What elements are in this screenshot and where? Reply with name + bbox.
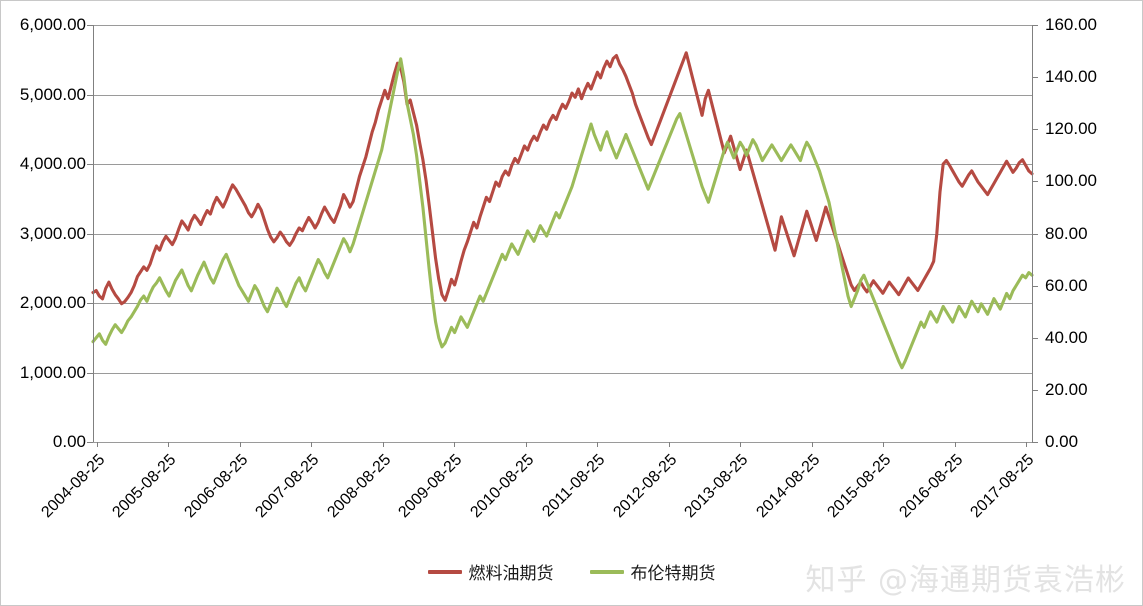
x-axis-tick	[525, 442, 527, 447]
right-axis-tick-label: 100.00	[1045, 171, 1097, 191]
right-axis-tick	[1032, 233, 1038, 235]
left-axis-tick-label: 3,000.00	[19, 223, 86, 243]
left-axis-tick	[87, 303, 93, 304]
right-axis-tick-label: 40.00	[1045, 327, 1088, 347]
right-axis-tick-label: 60.00	[1045, 275, 1088, 295]
gridline	[93, 372, 1032, 374]
right-axis-tick-label: 140.00	[1045, 67, 1097, 87]
x-axis-tick	[454, 442, 456, 447]
x-axis-tick	[668, 442, 670, 447]
x-axis-tick	[740, 442, 742, 447]
right-axis-tick	[1032, 25, 1038, 26]
left-axis-tick	[87, 233, 93, 235]
x-axis-tick	[382, 442, 384, 447]
legend-item[interactable]: 燃料油期货	[427, 559, 554, 584]
left-axis-tick-label: 1,000.00	[19, 362, 86, 382]
legend-label: 布伦特期货	[630, 564, 716, 584]
right-axis-tick	[1032, 181, 1038, 183]
x-axis-tick	[168, 442, 170, 447]
left-axis-tick-label: 4,000.00	[19, 154, 86, 173]
left-axis-tick-label: 5,000.00	[19, 84, 86, 104]
left-axis-tick	[87, 442, 93, 443]
x-axis-tick	[954, 442, 956, 447]
gridline	[93, 94, 1032, 96]
right-axis-tick	[1032, 442, 1038, 443]
series-layer	[91, 51, 1034, 370]
right-axis-tick-label: 160.00	[1045, 15, 1097, 34]
gridline	[93, 233, 1032, 235]
left-axis-tick	[87, 94, 93, 96]
left-axis-tick-label: 0.00	[52, 432, 86, 451]
x-axis-tick	[1026, 442, 1027, 447]
x-axis-tick	[239, 442, 241, 447]
x-axis-tick	[97, 442, 98, 447]
gridline	[93, 303, 1032, 304]
x-axis-tick	[883, 442, 885, 447]
right-axis-tick-label: 0.00	[1045, 432, 1079, 451]
x-axis-tick	[311, 442, 313, 447]
plot-area	[91, 25, 1034, 443]
right-axis-tick-label: 80.00	[1045, 223, 1088, 243]
left-axis-tick-label: 6,000.00	[19, 15, 86, 34]
left-axis-line	[93, 25, 94, 442]
right-axis-tick	[1032, 129, 1038, 131]
gridline	[93, 164, 1032, 165]
gridline	[93, 442, 1032, 443]
watermark-text: 知乎 @海通期货袁浩彬	[805, 563, 1126, 598]
x-axis-tick	[597, 442, 599, 447]
left-axis-tick-label: 2,000.00	[19, 293, 86, 312]
right-axis-tick	[1032, 285, 1038, 287]
gridline	[93, 25, 1032, 26]
right-axis-tick	[1032, 337, 1038, 339]
legend-item[interactable]: 布伦特期货	[589, 559, 716, 584]
right-axis-tick	[1032, 389, 1038, 391]
left-axis-tick	[87, 25, 93, 26]
chart-legend: 燃料油期货 布伦特期货	[1, 559, 1142, 584]
left-axis-tick	[87, 372, 93, 374]
legend-color-swatch	[427, 569, 462, 574]
x-axis-tick	[811, 442, 813, 447]
series-line-brent	[91, 57, 1034, 370]
series-line-fuel-oil	[91, 51, 1034, 306]
right-axis-tick-label: 20.00	[1045, 379, 1088, 399]
right-axis-tick	[1032, 77, 1038, 79]
legend-color-swatch	[589, 569, 624, 574]
legend-label: 燃料油期货	[468, 564, 554, 584]
right-axis-tick-label: 120.00	[1045, 119, 1097, 139]
left-axis-tick	[87, 164, 93, 165]
